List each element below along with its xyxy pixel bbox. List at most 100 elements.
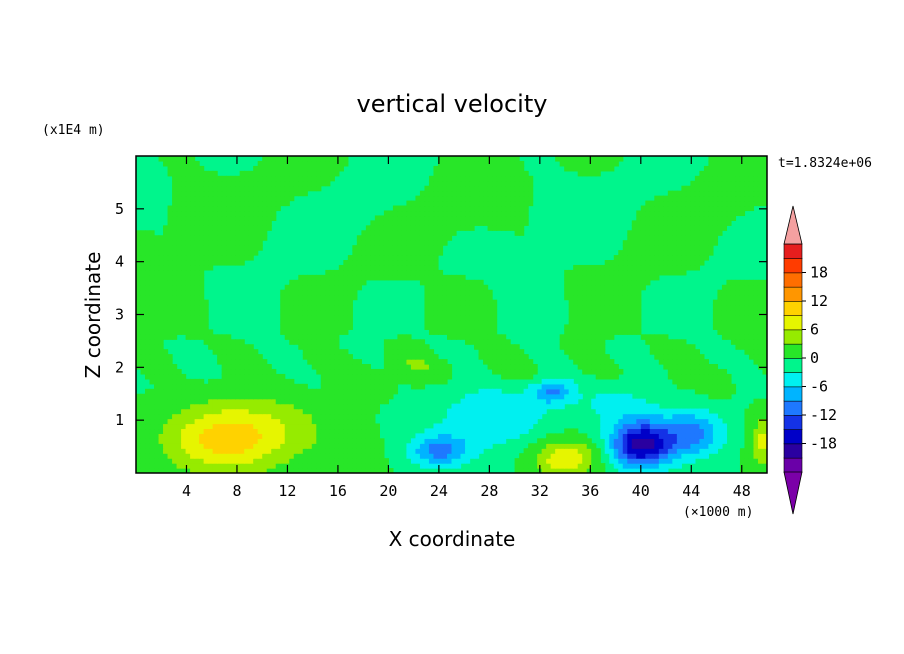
contour-cell: [383, 274, 389, 281]
contour-cell: [145, 269, 151, 276]
contour-cell: [217, 354, 223, 360]
contour-cell: [136, 359, 142, 365]
contour-cell: [325, 284, 331, 291]
contour-cell: [604, 373, 610, 380]
contour-cell: [528, 458, 534, 464]
contour-cell: [329, 393, 335, 400]
contour-cell: [140, 428, 146, 434]
contour-cell: [365, 264, 371, 271]
contour-cell: [496, 334, 502, 340]
contour-cell: [280, 408, 286, 415]
contour-cell: [600, 403, 606, 410]
contour-cell: [311, 408, 317, 415]
contour-cell: [217, 359, 223, 365]
contour-cell: [410, 448, 417, 454]
contour-cell: [221, 433, 227, 439]
contour-cell: [595, 294, 601, 301]
contour-cell: [721, 210, 728, 217]
contour-cell: [437, 279, 444, 286]
contour-cell: [451, 448, 457, 454]
contour-cell: [465, 289, 471, 296]
contour-cell: [613, 264, 619, 271]
contour-cell: [194, 220, 200, 226]
contour-cell: [762, 453, 767, 459]
contour-cell: [361, 255, 367, 261]
contour-cell: [460, 289, 466, 296]
contour-cell: [424, 215, 430, 221]
contour-cell: [415, 339, 421, 345]
contour-cell: [338, 368, 344, 375]
contour-cell: [203, 453, 209, 459]
contour-cell: [631, 314, 637, 321]
contour-cell: [212, 185, 218, 192]
contour-cell: [383, 359, 389, 365]
contour-cell: [559, 438, 565, 444]
contour-cell: [140, 344, 146, 350]
contour-cell: [316, 289, 322, 296]
contour-cell: [316, 388, 322, 395]
contour-cell: [163, 393, 169, 400]
contour-cell: [618, 418, 624, 425]
contour-cell: [343, 398, 349, 405]
contour-cell: [627, 264, 633, 271]
contour-cell: [136, 309, 142, 316]
contour-cell: [428, 368, 435, 375]
contour-cell: [501, 195, 507, 202]
contour-cell: [456, 334, 462, 340]
contour-cell: [145, 349, 151, 355]
contour-cell: [217, 388, 223, 395]
contour-cell: [136, 299, 142, 306]
contour-cell: [275, 195, 281, 202]
contour-cell: [537, 453, 543, 459]
contour-cell: [604, 364, 610, 370]
contour-cell: [537, 443, 543, 449]
contour-cell: [681, 354, 687, 360]
contour-cell: [717, 230, 723, 236]
contour-cell: [739, 180, 746, 187]
contour-cell: [185, 403, 191, 410]
contour-cell: [703, 200, 710, 207]
contour-cell: [446, 418, 453, 425]
contour-cell: [343, 373, 349, 380]
contour-cell: [136, 403, 142, 410]
contour-cell: [392, 205, 399, 212]
contour-cell: [672, 428, 678, 434]
contour-cell: [762, 408, 767, 415]
contour-cell: [302, 388, 308, 395]
contour-cell: [469, 408, 475, 415]
contour-cell: [591, 354, 597, 360]
contour-cell: [154, 235, 160, 241]
contour-cell: [361, 388, 367, 395]
contour-cell: [275, 190, 281, 197]
contour-cell: [667, 205, 673, 212]
contour-cell: [690, 438, 696, 444]
contour-cell: [532, 413, 538, 420]
contour-cell: [176, 433, 182, 439]
contour-cell: [149, 393, 155, 400]
contour-cell: [221, 458, 227, 464]
contour-cell: [176, 230, 182, 236]
contour-cell: [618, 299, 624, 306]
contour-cell: [555, 393, 561, 400]
contour-cell: [388, 344, 394, 350]
contour-cell: [649, 269, 655, 276]
contour-cell: [690, 190, 696, 197]
contour-cell: [708, 205, 714, 212]
contour-cell: [483, 210, 489, 217]
contour-cell: [311, 329, 317, 335]
contour-cell: [523, 185, 529, 192]
contour-cell: [424, 378, 430, 385]
contour-cell: [487, 205, 493, 212]
contour-cell: [460, 190, 466, 197]
contour-cell: [550, 433, 556, 439]
contour-cell: [325, 463, 331, 469]
contour-cell: [532, 364, 538, 370]
contour-cell: [437, 250, 444, 256]
contour-cell: [244, 423, 250, 430]
contour-cell: [239, 250, 245, 256]
contour-cell: [194, 413, 200, 420]
contour-cell: [591, 299, 597, 306]
contour-cell: [271, 458, 277, 464]
contour-cell: [149, 269, 155, 276]
contour-cell: [361, 438, 367, 444]
